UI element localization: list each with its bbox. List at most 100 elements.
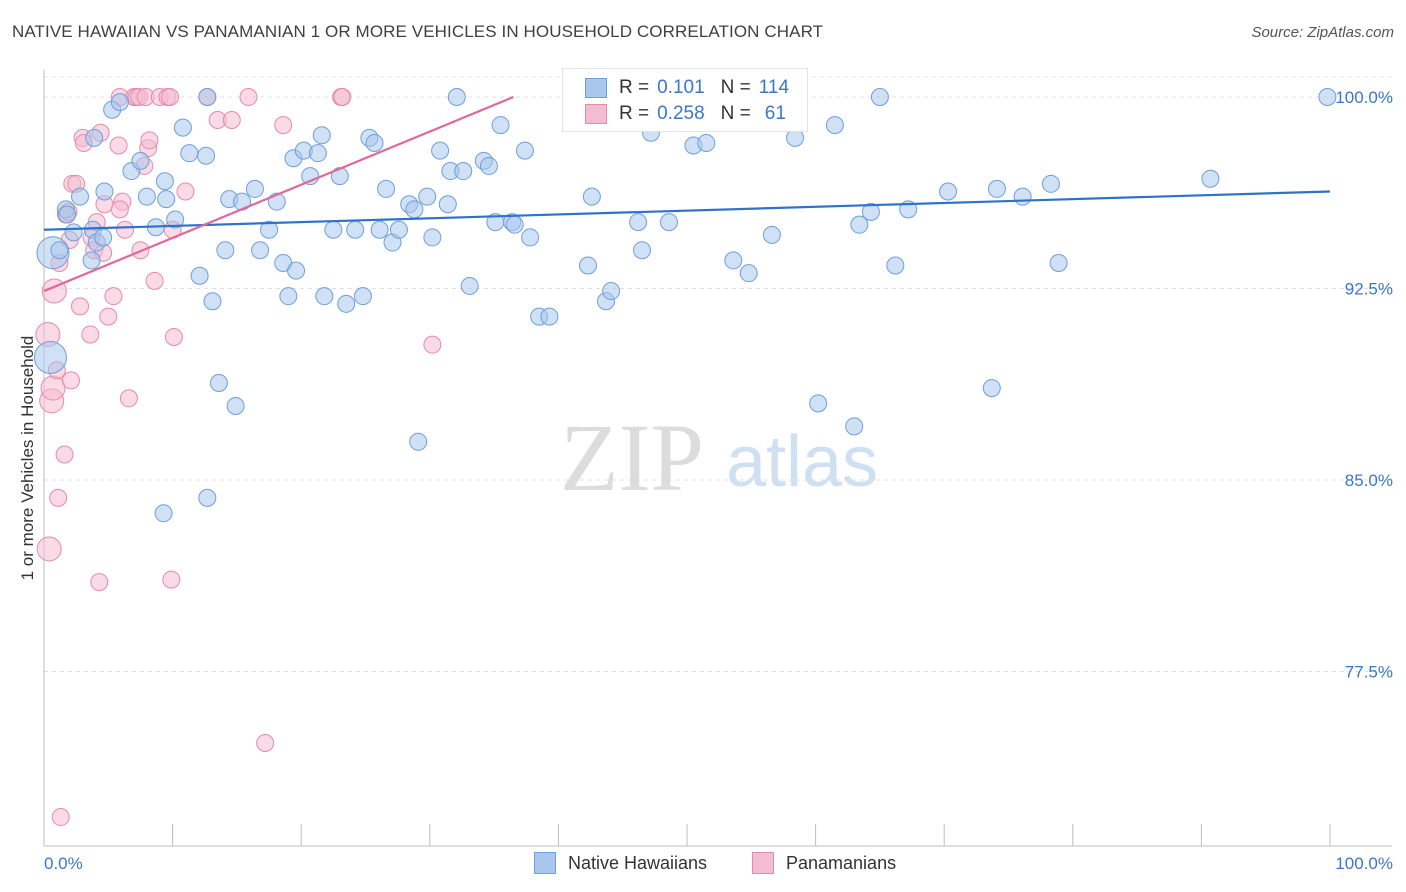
- native-hawaiian-point: [173, 118, 192, 137]
- native-hawaiian-point: [870, 88, 889, 106]
- panamanian-point: [116, 220, 135, 239]
- native-hawaiian-point: [825, 116, 844, 135]
- native-hawaiian-point: [251, 241, 270, 260]
- legend-row-panamanians: R = 0.258 N = 61: [585, 103, 802, 125]
- native-hawaiian-point: [64, 223, 83, 242]
- legend-swatch-blue: [585, 78, 607, 98]
- panamanian-point: [36, 536, 62, 562]
- panamanian-point: [81, 325, 100, 344]
- native-hawaiian-point: [861, 202, 880, 221]
- panamanian-point: [164, 328, 183, 347]
- series-legend: Native Hawaiians Panamanians: [0, 852, 1406, 876]
- y-axis-label: 1 or more Vehicles in Household: [18, 335, 37, 581]
- native-hawaiian-trendline: [43, 190, 1331, 231]
- series-swatch-blue: [534, 852, 556, 874]
- native-hawaiian-point: [198, 88, 217, 106]
- panamanian-point: [274, 116, 293, 135]
- panamanian-point: [140, 131, 159, 150]
- native-hawaiian-point: [578, 256, 597, 275]
- native-hawaiian-point: [418, 187, 437, 206]
- grid-lines: [44, 76, 1392, 672]
- y-tick-label: 100.0%: [1335, 88, 1393, 107]
- native-hawaiian-point: [762, 225, 781, 244]
- native-hawaiian-point: [697, 133, 716, 152]
- legend-r-value: 0.101: [657, 77, 705, 98]
- native-hawaiian-point: [157, 190, 176, 209]
- panamanian-point: [49, 488, 68, 507]
- panamanian-point: [55, 445, 74, 464]
- native-hawaiian-point: [370, 220, 389, 239]
- legend-n-label: N =: [720, 77, 751, 98]
- native-hawaiian-point: [479, 156, 498, 175]
- native-hawaiian-point: [155, 172, 174, 191]
- legend-r-label: R =: [619, 103, 650, 124]
- native-hawaiian-point: [409, 432, 428, 451]
- native-hawaiian-point: [245, 179, 264, 198]
- panamanian-point: [110, 200, 129, 219]
- native-hawaiian-point: [632, 241, 651, 260]
- native-hawaiian-point: [724, 251, 743, 270]
- native-hawaiian-point: [582, 187, 601, 206]
- source-credit: Source: ZipAtlas.com: [1251, 24, 1394, 41]
- watermark-atlas: atlas: [726, 422, 878, 502]
- panamanian-point: [423, 335, 442, 354]
- native-hawaiian-point: [405, 200, 424, 219]
- panamanian-point: [71, 297, 90, 316]
- native-hawaiian-point: [460, 276, 479, 295]
- axes: [43, 70, 1392, 847]
- native-hawaiian-point: [423, 228, 442, 247]
- panamanian-point: [62, 371, 81, 390]
- series-label: Native Hawaiians: [568, 852, 708, 873]
- legend-row-native-hawaiians: R = 0.101 N = 114: [585, 77, 805, 99]
- native-hawaiian-point: [1201, 169, 1220, 188]
- native-hawaiian-point: [447, 88, 466, 106]
- legend-n-value: 61: [764, 103, 786, 124]
- native-hawaiian-point: [886, 256, 905, 275]
- series-legend-native-hawaiians[interactable]: Native Hawaiians: [534, 852, 707, 874]
- native-hawaiian-point: [809, 394, 828, 413]
- watermark: ZIP atlas: [560, 404, 878, 511]
- native-hawaiian-point: [312, 126, 331, 145]
- native-hawaiian-point: [389, 220, 408, 239]
- panamanian-point: [90, 573, 109, 592]
- panamanian-point: [176, 182, 195, 201]
- native-hawaiian-point: [82, 251, 101, 270]
- native-hawaiian-point: [337, 294, 356, 313]
- y-tick-label: 77.5%: [1345, 663, 1393, 682]
- native-hawaiian-point: [209, 373, 228, 392]
- panamanian-point: [162, 570, 181, 589]
- panamanian-trendline: [43, 95, 514, 293]
- native-hawaiian-point: [454, 162, 473, 181]
- native-hawaiian-point: [1013, 187, 1032, 206]
- series-label: Panamanians: [786, 852, 897, 873]
- panamanian-point: [161, 88, 180, 106]
- y-tick-label: 85.0%: [1345, 471, 1393, 490]
- native-hawaiian-point: [431, 141, 450, 160]
- native-hawaiian-point: [1318, 88, 1337, 106]
- native-hawaiian-point: [659, 213, 678, 232]
- native-hawaiian-point: [137, 187, 156, 206]
- native-hawaiian-point: [939, 182, 958, 201]
- native-hawaiian-point: [50, 241, 69, 260]
- x-tick-label: 0.0%: [44, 854, 83, 873]
- chart-title: NATIVE HAWAIIAN VS PANAMANIAN 1 OR MORE …: [12, 22, 824, 41]
- native-hawaiian-point: [308, 144, 327, 163]
- native-hawaiian-point: [324, 220, 343, 239]
- panamanian-point: [222, 110, 241, 129]
- native-hawaiian-point: [33, 340, 67, 374]
- native-hawaiian-point: [739, 264, 758, 283]
- native-hawaiian-point: [982, 379, 1001, 398]
- native-hawaiian-point: [377, 179, 396, 198]
- legend-n-label: N =: [720, 103, 751, 124]
- native-hawaiian-point: [353, 287, 372, 306]
- native-hawaiian-point: [515, 141, 534, 160]
- native-hawaiian-point: [850, 215, 869, 234]
- series-legend-panamanians[interactable]: Panamanians: [752, 852, 896, 874]
- watermark-zip: ZIP: [560, 404, 704, 511]
- correlation-legend: R = 0.101 N = 114 R = 0.258 N = 61: [562, 68, 808, 132]
- native-hawaiian-point: [287, 261, 306, 280]
- native-hawaiian-point: [180, 144, 199, 163]
- native-hawaiian-point: [1049, 253, 1068, 272]
- native-hawaiian-point: [85, 128, 104, 147]
- native-hawaiian-point: [505, 215, 524, 234]
